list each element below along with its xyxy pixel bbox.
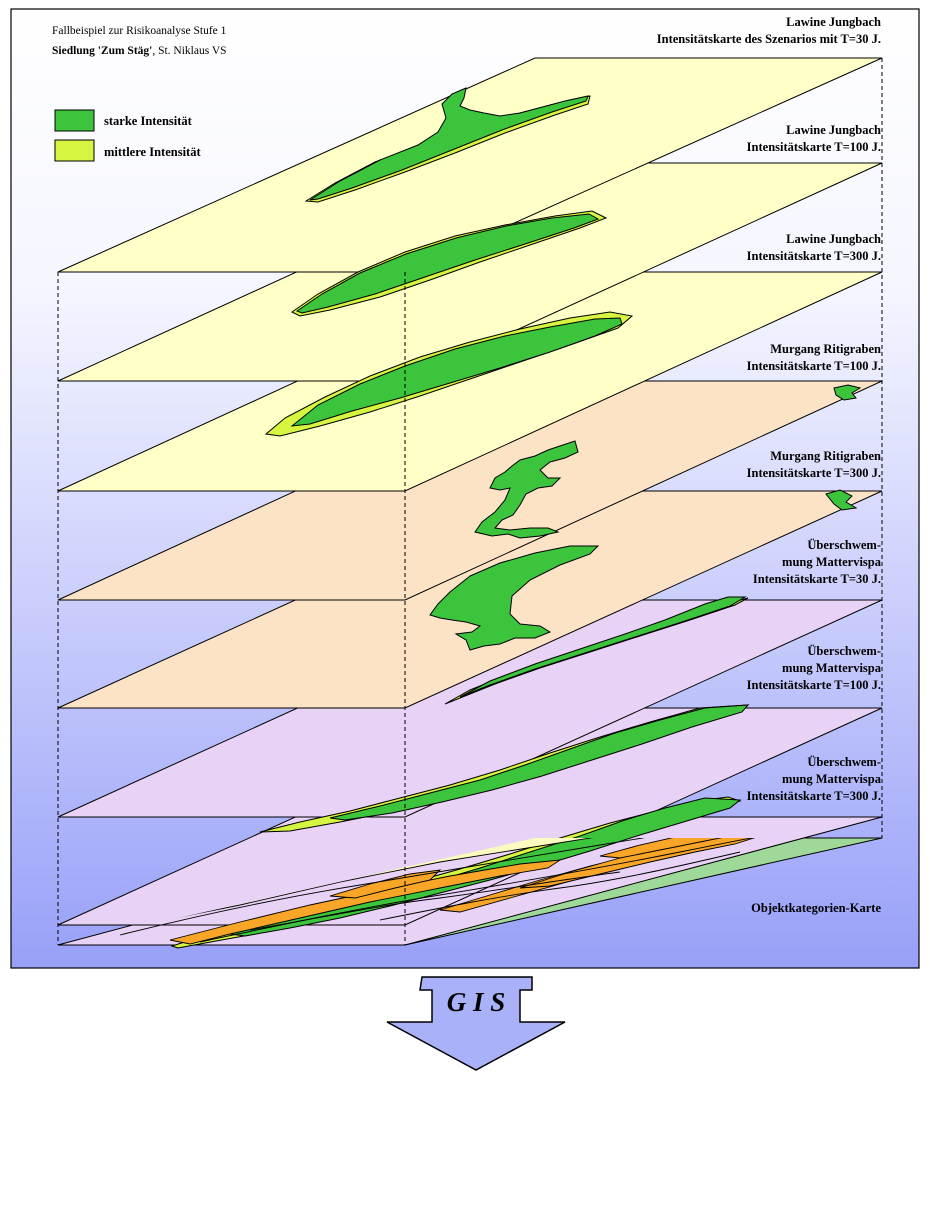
hazard-debris-t300-main — [429, 545, 600, 651]
dashed-edges — [57, 58, 883, 945]
layer-label-4-line-2: Intensitätskarte T=100 J. — [747, 359, 881, 373]
hazard-debris-t100-corner — [833, 384, 862, 401]
layer-label-2-line-1: Lawine Jungbach — [786, 123, 881, 137]
hazard-avalanche-t30-strong — [309, 87, 589, 201]
hazard-flood-t100-strong — [329, 704, 750, 821]
layer-label-8-line-3: Intensitätskarte T=300 J. — [747, 789, 881, 803]
base-boundary-1 — [119, 838, 851, 936]
layer-label-6-line-1: Überschwem- — [807, 538, 881, 552]
legend-label-medium: mittlere Intensität — [104, 145, 201, 159]
base-boundary-5 — [379, 851, 741, 921]
header-settlement: Siedlung 'Zum Stäg' — [52, 45, 152, 57]
hazard-debris-t300-corner — [825, 489, 858, 511]
gis-label: G I S — [447, 987, 506, 1017]
layer-label-5-line-2: Intensitätskarte T=300 J. — [747, 466, 881, 480]
legend-swatch-strong — [54, 109, 95, 132]
gis-arrow — [386, 976, 566, 1071]
base-boundary-4 — [249, 871, 621, 931]
legend-label-strong: starke Intensität — [104, 114, 193, 128]
hazard-flood-t30-strong — [459, 596, 747, 698]
layer-labels: Lawine Jungbach Intensitätskarte des Szen… — [657, 15, 882, 915]
layer-label-8-line-1: Überschwem- — [807, 755, 881, 769]
header-location: , St. Niklaus VS — [152, 45, 226, 57]
layer-label-1-line-2: Intensitätskarte des Szenarios mit T=30 … — [657, 32, 881, 46]
layer-label-4-line-1: Murgang Ritigraben — [770, 342, 881, 356]
layer-label-6-line-3: Intensitätskarte T=30 J. — [753, 572, 881, 586]
layer-label-7-line-2: mung Mattervispa — [782, 661, 882, 675]
base-orange-band-2 — [169, 859, 561, 945]
layer-label-7-line-1: Überschwem- — [807, 644, 881, 658]
header-line-2: Siedlung 'Zum Stäg', St. Niklaus VS — [52, 45, 227, 57]
hazard-debris-t100-main — [474, 440, 579, 539]
layer-label-9-line-1: Objektkategorien-Karte — [751, 901, 881, 915]
hazard-shapes — [170, 87, 862, 949]
hazard-avalanche-t100-strong — [295, 213, 600, 314]
layer-label-5-line-1: Murgang Ritigraben — [770, 449, 881, 463]
layer-label-2-line-2: Intensitätskarte T=100 J. — [747, 140, 881, 154]
layer-label-8-line-2: mung Mattervispa — [782, 772, 882, 786]
layer-label-3-line-2: Intensitätskarte T=300 J. — [747, 249, 881, 263]
hazard-avalanche-t300-strong — [290, 317, 623, 427]
legend-swatch-medium — [54, 139, 95, 162]
layer-label-3-line-1: Lawine Jungbach — [786, 232, 881, 246]
layer-label-7-line-3: Intensitätskarte T=100 J. — [747, 678, 881, 692]
base-orange-band-5 — [599, 838, 792, 859]
header-line-1: Fallbeispiel zur Risikoanalyse Stufe 1 — [52, 25, 227, 37]
layer-label-6-line-2: mung Mattervispa — [782, 555, 882, 569]
layer-label-1-line-1: Lawine Jungbach — [786, 15, 881, 29]
